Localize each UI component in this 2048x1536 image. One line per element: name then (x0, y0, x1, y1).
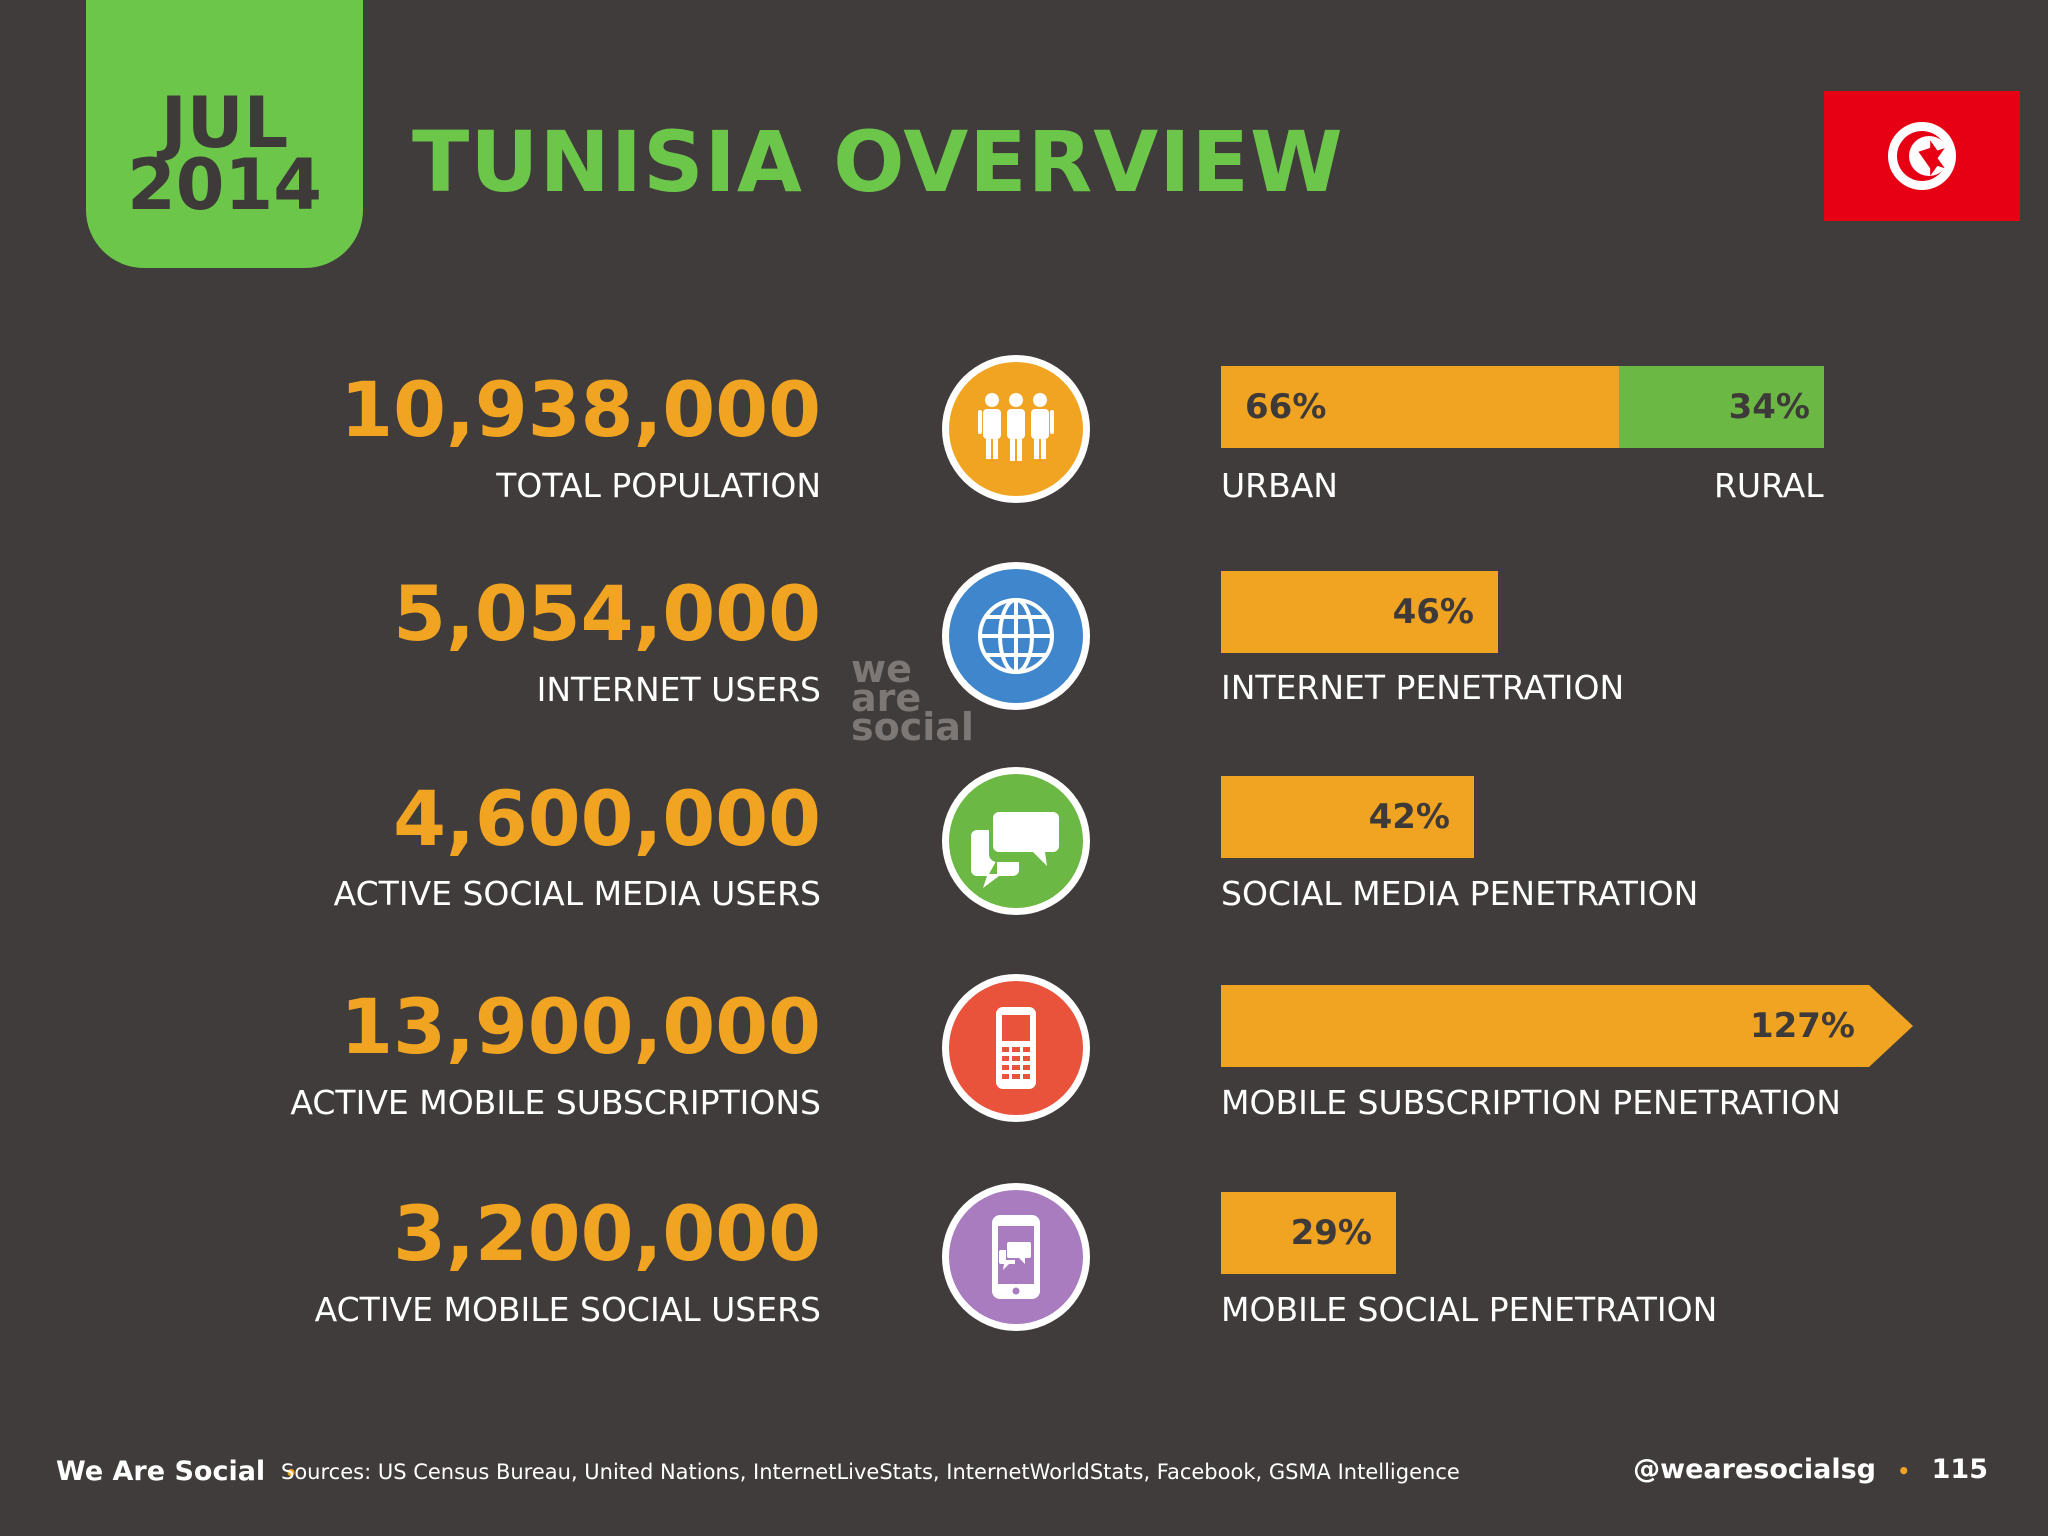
footer-sources: Sources: US Census Bureau, United Nation… (281, 1460, 1460, 1484)
internet-users-label: INTERNET USERS (536, 670, 821, 709)
social-users-value: 4,600,000 (393, 774, 821, 863)
social-penetration-bar: 42% (1221, 776, 1474, 858)
footer-handle: @wearesocialsg (1633, 1454, 1877, 1485)
footer-separator-2: • (1897, 1459, 1911, 1483)
urban-rural-bar: 66% 34% (1221, 366, 1824, 448)
internet-penetration-percentage: 46% (1392, 592, 1474, 632)
mobile-social-users-value: 3,200,000 (393, 1189, 821, 1278)
globe-icon (942, 562, 1090, 710)
urban-percentage: 66% (1245, 387, 1327, 427)
watermark-line-2: are (851, 676, 922, 720)
mobile-social-penetration-percentage: 29% (1290, 1213, 1372, 1253)
mobile-social-penetration-label: MOBILE SOCIAL PENETRATION (1221, 1290, 1718, 1329)
internet-users-value: 5,054,000 (393, 569, 821, 658)
people-icon (942, 355, 1090, 503)
mobile-social-penetration-bar: 29% (1221, 1192, 1396, 1274)
total-population-label: TOTAL POPULATION (496, 466, 821, 505)
social-users-label: ACTIVE SOCIAL MEDIA USERS (333, 874, 821, 913)
rural-percentage: 34% (1728, 387, 1810, 427)
mobile-penetration-percentage: 127% (1749, 1006, 1855, 1046)
footer-brand-text: We Are Social (56, 1456, 266, 1487)
watermark-line-1: we (851, 647, 912, 691)
rural-bar-segment: 34% (1619, 366, 1824, 448)
watermark-line-3: social (851, 705, 974, 749)
footer-separator: • (284, 1461, 298, 1485)
chat-bubbles-icon (942, 767, 1090, 915)
flag-emblem (1888, 122, 1956, 190)
total-population-value: 10,938,000 (340, 365, 821, 454)
smartphone-chat-icon (942, 1183, 1090, 1331)
date-year: 2014 (127, 144, 322, 226)
page-title: TUNISIA OVERVIEW (412, 113, 1344, 211)
urban-bar-segment: 66% (1221, 366, 1619, 448)
footer-handle-page: @wearesocialsg • 115 (1633, 1450, 1988, 1491)
overflow-arrow-icon (1869, 985, 1913, 1067)
mobile-subscriptions-value: 13,900,000 (340, 982, 821, 1071)
page-number: 115 (1931, 1454, 1988, 1485)
mobile-phone-icon (942, 974, 1090, 1122)
rural-label: RURAL (1714, 466, 1824, 505)
tunisia-flag-icon (1824, 91, 2020, 221)
we-are-social-watermark: we are social (851, 647, 974, 749)
internet-penetration-bar: 46% (1221, 571, 1498, 653)
mobile-subscriptions-label: ACTIVE MOBILE SUBSCRIPTIONS (290, 1083, 821, 1122)
mobile-social-users-label: ACTIVE MOBILE SOCIAL USERS (314, 1290, 821, 1329)
social-penetration-percentage: 42% (1368, 797, 1450, 837)
mobile-penetration-label: MOBILE SUBSCRIPTION PENETRATION (1221, 1083, 1841, 1122)
social-penetration-label: SOCIAL MEDIA PENETRATION (1221, 874, 1699, 913)
footer-brand: We Are Social • (56, 1452, 297, 1493)
date-month: JUL (160, 82, 289, 164)
internet-penetration-label: INTERNET PENETRATION (1221, 668, 1625, 707)
date-tab: JUL 2014 (86, 0, 363, 268)
urban-label: URBAN (1221, 466, 1338, 505)
mobile-penetration-bar: 127% (1221, 985, 1869, 1067)
